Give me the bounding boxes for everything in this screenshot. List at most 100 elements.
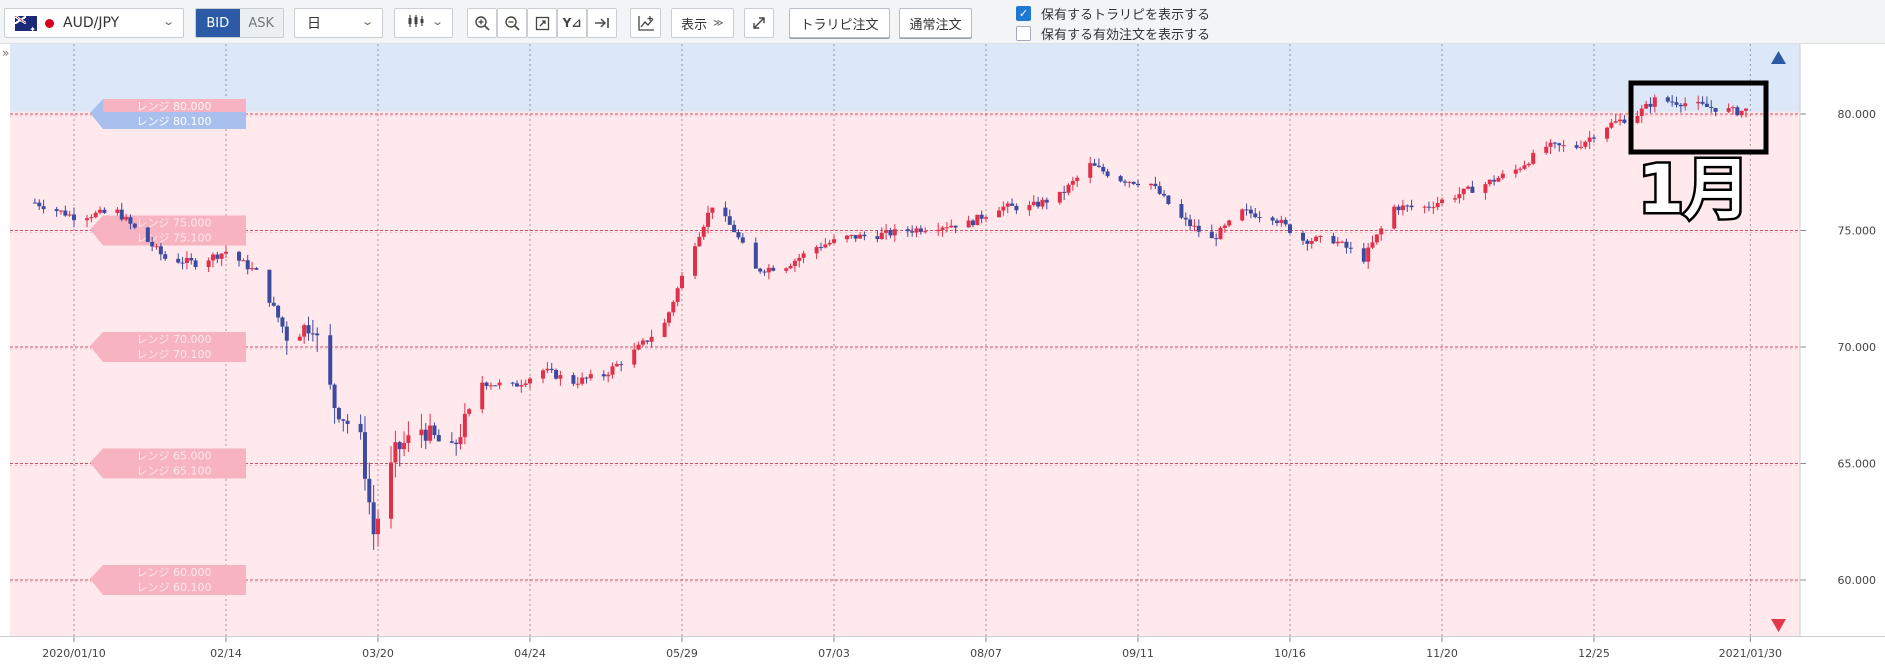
candle-body: [1240, 209, 1245, 221]
candle-body: [832, 239, 836, 243]
candle-body: [362, 432, 367, 479]
fit-button[interactable]: [527, 8, 557, 38]
currency-pair-label: AUD/JPY: [63, 15, 120, 31]
range-label[interactable]: レンジ 75.000 レンジ 75.100: [90, 215, 246, 246]
normal-order-button[interactable]: 通常注文: [899, 8, 972, 38]
check-icon[interactable]: ✓: [1016, 5, 1031, 21]
candle-body: [219, 253, 224, 259]
candle-body: [1040, 199, 1045, 207]
range-label-text-b: レンジ 60.100: [137, 581, 212, 594]
candle-body: [237, 251, 242, 261]
currency-pair-select[interactable]: AUD/JPY ⌄: [4, 8, 184, 38]
candle-body: [1288, 224, 1292, 233]
candle-body: [102, 209, 107, 213]
candle-body: [1166, 195, 1171, 205]
range-label[interactable]: レンジ 65.000 レンジ 65.100: [90, 448, 246, 479]
candle-body: [910, 231, 915, 233]
candle-body: [284, 326, 289, 341]
candle-body: [85, 218, 90, 221]
candle-body: [675, 288, 680, 302]
trap-order-button[interactable]: トラリピ注文: [789, 8, 890, 38]
candle-body: [888, 230, 893, 236]
candle-body: [571, 375, 576, 384]
candle-body: [1639, 108, 1644, 116]
y-axis-button[interactable]: Y⊿: [557, 8, 587, 38]
candle-body: [523, 383, 528, 385]
indicator-icon: [637, 16, 654, 31]
range-label-text-b: レンジ 65.100: [137, 465, 212, 478]
candle-body: [1253, 213, 1258, 218]
candle-body: [306, 325, 311, 334]
candle-body: [1431, 207, 1436, 209]
x-tick-label: 11/20: [1426, 647, 1458, 660]
candle-body: [150, 241, 155, 247]
candle-body: [1283, 219, 1288, 225]
candle-body: [601, 374, 606, 377]
candle-body: [632, 349, 637, 365]
range-label[interactable]: レンジ 60.000 レンジ 60.100: [90, 565, 246, 595]
candle-body: [176, 258, 181, 263]
range-label-text-a: レンジ 75.000: [137, 217, 212, 230]
show-traps-option[interactable]: ✓ 保有するトラリピを表示する: [1016, 3, 1210, 23]
range-label-text-b: レンジ 70.100: [137, 348, 212, 361]
candle-body: [358, 423, 363, 433]
candle-body: [1344, 241, 1349, 248]
candle-body: [762, 271, 767, 273]
range-label-flag: [90, 332, 246, 362]
candle-body: [224, 251, 228, 254]
period-select[interactable]: 日 ⌄: [294, 8, 383, 38]
range-label-flag: [90, 565, 246, 595]
chart-type-select[interactable]: ⌄: [394, 8, 453, 38]
candle-body: [189, 257, 194, 261]
candle-body: [458, 437, 463, 445]
candle-body: [1461, 188, 1466, 195]
candle-body: [649, 336, 654, 342]
range-label[interactable]: レンジ 80.000 レンジ 80.100: [90, 99, 246, 129]
candle-body: [1435, 202, 1440, 208]
collapse-icon[interactable]: »: [2, 46, 10, 60]
candle-body: [93, 212, 98, 218]
scroll-up-triangle-icon[interactable]: [1771, 51, 1786, 64]
candle-body: [1500, 173, 1505, 179]
x-tick-label: 12/25: [1578, 647, 1610, 660]
x-tick-label: 2021/01/30: [1719, 647, 1782, 660]
zoom-in-icon: [475, 16, 490, 31]
display-menu-button[interactable]: 表示 ≫: [671, 8, 734, 38]
checkbox-unchecked[interactable]: [1016, 25, 1031, 41]
candle-body: [72, 214, 76, 221]
show-orders-option[interactable]: 保有する有効注文を表示する: [1016, 23, 1210, 43]
candle-body: [271, 302, 276, 306]
range-label-text-b: レンジ 80.100: [137, 115, 212, 128]
candle-body: [792, 260, 797, 266]
scroll-end-button[interactable]: [587, 8, 617, 38]
indicator-button[interactable]: [630, 8, 661, 38]
candle-body: [519, 384, 524, 387]
candle-body: [184, 257, 189, 263]
candle-body: [545, 368, 550, 371]
chevron-down-icon: ⌄: [360, 15, 374, 28]
candle-body: [1492, 179, 1497, 182]
zoom-out-button[interactable]: [497, 8, 527, 38]
zoom-in-button[interactable]: [467, 8, 497, 38]
candle-body: [1309, 240, 1314, 244]
candle-body: [1248, 209, 1253, 214]
candle-body: [1644, 103, 1649, 109]
annotation-label: 1月: [1638, 151, 1750, 228]
bid-button[interactable]: BID: [196, 9, 240, 37]
ask-button[interactable]: ASK: [239, 9, 283, 37]
candle-body: [1118, 176, 1123, 182]
candle-body: [267, 269, 272, 303]
chevron-down-icon: ⌄: [161, 15, 175, 28]
candle-body: [984, 217, 988, 219]
candle-body: [580, 377, 585, 384]
candle-body: [488, 385, 493, 387]
price-chart[interactable]: レンジ 80.000 レンジ 80.100 レンジ 75.000 レンジ 75.100…: [0, 44, 1885, 663]
range-label[interactable]: レンジ 70.000 レンジ 70.100: [90, 332, 246, 362]
candle-body: [1092, 163, 1097, 166]
candle-body: [1578, 146, 1583, 148]
candle-body: [1153, 183, 1158, 187]
expand-button[interactable]: [744, 8, 774, 38]
candle-body: [1518, 168, 1523, 170]
candle-body: [1678, 104, 1683, 107]
scroll-down-triangle-icon[interactable]: [1771, 619, 1786, 632]
